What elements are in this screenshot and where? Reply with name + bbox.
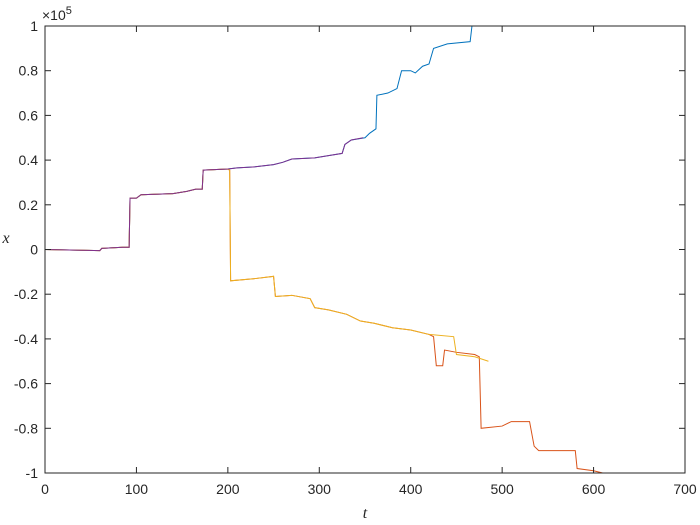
x-tick-label: 100 [125,481,149,497]
y-tick-label: -0.8 [14,420,38,436]
y-tick-label: 0.2 [19,197,39,213]
y-multiplier-exponent: 5 [66,5,72,17]
x-axis-label: t [363,505,368,522]
y-tick-label: 0.4 [19,152,39,168]
y-tick-label: -0.6 [14,376,38,392]
y-axis-label: x [1,230,9,247]
y-tick-label: -0.2 [14,286,38,302]
x-tick-label: 200 [216,481,240,497]
y-tick-label: 0.8 [19,63,39,79]
x-tick-label: 700 [673,481,697,497]
y-tick-label: 0.6 [19,107,39,123]
y-tick-label: -0.4 [14,331,38,347]
x-tick-label: 600 [582,481,606,497]
y-multiplier-base: ×10 [42,7,66,23]
x-tick-label: 500 [490,481,514,497]
y-tick-label: 1 [30,18,38,34]
x-tick-label: 300 [308,481,332,497]
x-tick-label: 0 [41,481,49,497]
y-tick-label: 0 [30,242,38,258]
x-tick-label: 400 [399,481,423,497]
y-tick-label: -1 [26,465,39,481]
